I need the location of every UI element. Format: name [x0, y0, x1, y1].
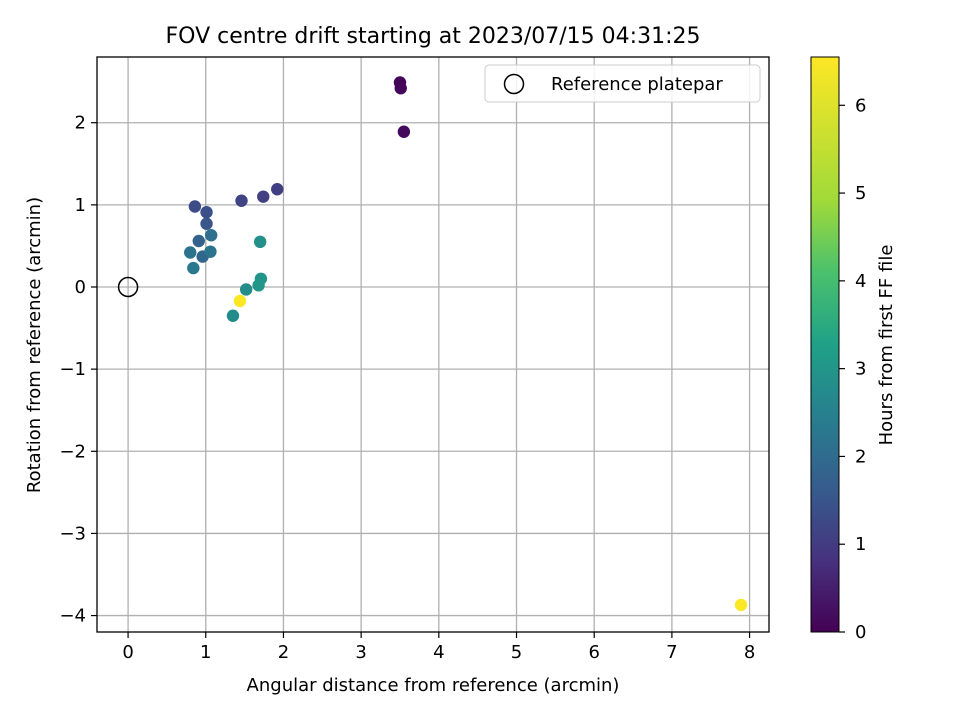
data-point [271, 183, 284, 196]
legend: Reference platepar [484, 64, 761, 103]
plot-frame [96, 56, 770, 633]
colorbar-tick-label: 3 [855, 359, 866, 380]
data-point [204, 245, 217, 258]
legend-marker-icon [503, 73, 525, 95]
data-point [235, 194, 248, 207]
data-point [253, 235, 267, 249]
data-point [239, 283, 253, 296]
x-tick-label: 1 [200, 642, 211, 663]
y-tick-label: −1 [59, 359, 86, 380]
data-point [257, 190, 270, 203]
data-point [192, 234, 205, 248]
colorbar-tick-label: 4 [855, 271, 866, 292]
data-point [184, 246, 197, 259]
data-points [184, 76, 748, 612]
data-point [233, 294, 247, 308]
legend-entry-label: Reference platepar [551, 74, 723, 95]
colorbar-tick-label: 6 [855, 95, 866, 116]
colorbar-tick-label: 1 [855, 534, 866, 555]
data-point [188, 200, 202, 213]
chart-title: FOV centre drift starting at 2023/07/15 … [166, 24, 701, 49]
x-tick-label: 6 [588, 642, 599, 663]
data-point [252, 279, 265, 292]
data-point [205, 229, 218, 242]
colorbar-tick-label: 0 [855, 622, 866, 643]
colorbar-ticks: 0 1 2 3 4 5 6 [839, 95, 866, 643]
colorbar-tick-label: 5 [855, 183, 866, 204]
y-tick-label: 0 [75, 277, 86, 298]
x-tick-label: 8 [744, 642, 755, 663]
data-point [226, 309, 240, 322]
legend-box [484, 64, 761, 103]
colorbar [810, 56, 840, 633]
colorbar-tick-label: 2 [855, 446, 866, 467]
data-point [397, 125, 411, 138]
x-tick-label: 4 [433, 642, 444, 663]
colorbar-label: Hours from first FF file [876, 245, 897, 446]
x-tick-label: 2 [278, 642, 289, 663]
y-axis-label: Rotation from reference (arcmin) [24, 197, 45, 493]
data-point [200, 206, 213, 219]
data-point [187, 261, 200, 275]
data-point [734, 598, 748, 612]
x-tick-label: 5 [511, 642, 522, 663]
y-axis-ticks: −4 −3 −2 −1 0 1 2 [59, 113, 97, 627]
y-tick-label: 1 [75, 195, 86, 216]
x-axis-ticks: 0 1 2 3 4 5 6 7 8 [122, 632, 755, 663]
y-tick-label: −4 [59, 606, 86, 627]
y-tick-label: 2 [75, 113, 86, 134]
x-axis-label: Angular distance from reference (arcmin) [247, 675, 620, 696]
reference-point-marker [117, 276, 139, 298]
x-tick-label: 3 [355, 642, 366, 663]
grid [97, 57, 769, 632]
y-tick-label: −3 [59, 523, 86, 544]
x-tick-label: 7 [666, 642, 677, 663]
x-tick-label: 0 [122, 642, 133, 663]
data-point [394, 82, 407, 95]
data-point [200, 217, 213, 230]
y-tick-label: −2 [59, 441, 86, 462]
